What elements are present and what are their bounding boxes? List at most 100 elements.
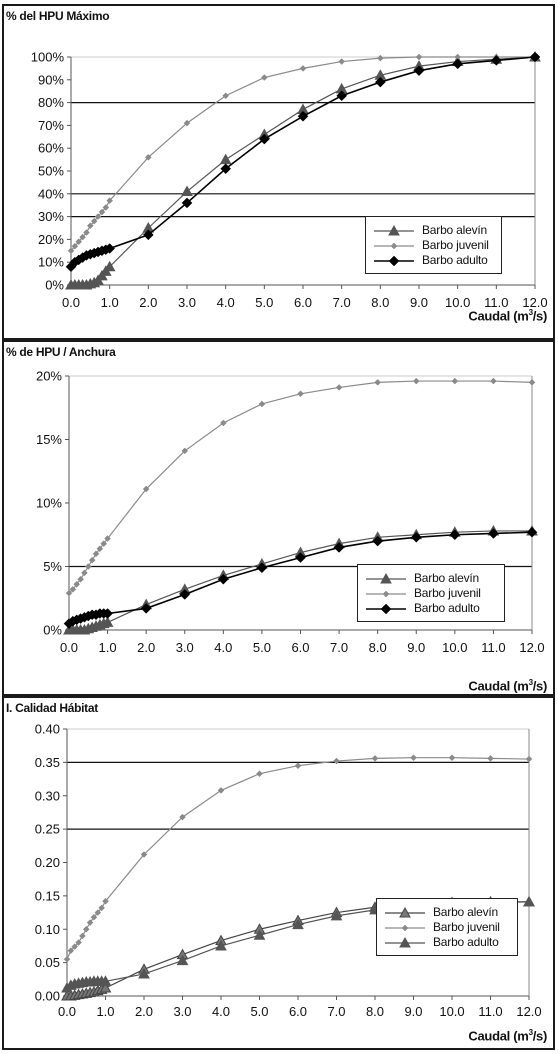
legend: Barbo alevín Barbo juvenil Barbo adulto — [365, 216, 502, 274]
data-point — [92, 550, 100, 558]
x-tick-label: 11.0 — [484, 295, 508, 310]
plot-area-svg: 0% 5% 10% 15% 20% 0.0 1.0 2.0 3.0 4.0 5.0 6.0 7.0 8.0… — [36, 369, 545, 656]
data-point — [67, 947, 75, 954]
series-2 — [63, 526, 538, 630]
data-point — [75, 238, 83, 246]
y-tick-label: 50% — [38, 164, 64, 179]
data-point — [256, 562, 268, 574]
y-tick-label: 20% — [38, 232, 64, 247]
legend-item: Barbo alevín — [377, 905, 517, 920]
x-tick-label: 6.0 — [291, 640, 309, 655]
data-point — [183, 119, 191, 127]
x-tick-label: 10.0 — [439, 1004, 464, 1019]
x-tick-label: 8.0 — [366, 1004, 384, 1019]
x-tick-label: 1.0 — [96, 1004, 114, 1019]
legend-swatch — [385, 936, 425, 948]
legend-label: Barbo juvenil — [422, 238, 489, 252]
data-point — [219, 419, 227, 427]
data-point — [99, 981, 112, 993]
legend-marker — [401, 924, 409, 932]
y-tick-label: 0% — [45, 278, 64, 293]
x-tick-label: 4.0 — [214, 640, 232, 655]
legend-item: Barbo juvenil — [366, 238, 501, 253]
legend-label: Barbo adulto — [414, 601, 480, 615]
data-point — [371, 755, 379, 762]
data-point — [102, 608, 113, 619]
legend-swatch — [366, 603, 406, 615]
x-tick-label: 6.0 — [289, 1004, 307, 1019]
legend-item: Barbo juvenil — [377, 920, 517, 935]
x-axis-label: Caudal (m3/s) — [468, 308, 547, 324]
series-1 — [67, 53, 539, 255]
data-point — [90, 217, 98, 225]
chart-title: % del HPU Máximo — [6, 9, 110, 23]
x-tick-label: 4.0 — [217, 295, 235, 310]
x-tick-label: 1.0 — [99, 640, 117, 655]
chart-title: I. Calidad Hábitat — [6, 701, 98, 715]
data-point — [104, 535, 111, 542]
data-point — [222, 92, 230, 100]
legend-swatch — [374, 224, 414, 236]
data-point — [410, 754, 417, 762]
data-point — [292, 918, 304, 930]
data-point — [73, 580, 81, 588]
x-tick-label: 7.0 — [330, 640, 348, 655]
data-point — [525, 755, 533, 763]
legend-marker — [399, 936, 411, 948]
y-tick-label: 20% — [36, 369, 62, 384]
x-tick-label: 4.0 — [212, 1004, 230, 1019]
data-point — [79, 932, 86, 940]
data-point — [103, 260, 116, 272]
data-point — [94, 909, 102, 916]
data-point — [220, 163, 232, 175]
y-tick-label: 0.15 — [35, 888, 60, 903]
legend-swatch — [366, 590, 406, 598]
legend-label: Barbo juvenil — [414, 586, 481, 600]
data-point — [333, 542, 345, 553]
y-tick-label: 0.10 — [35, 922, 60, 937]
data-point — [138, 967, 150, 979]
y-tick-label: 5% — [43, 559, 62, 574]
x-tick-label: 11.0 — [478, 1004, 502, 1019]
data-point — [256, 770, 263, 778]
x-tick-label: 2.0 — [135, 1004, 153, 1019]
y-tick-label: 40% — [38, 186, 64, 201]
data-point — [179, 813, 186, 821]
series-1 — [65, 377, 536, 597]
data-point — [526, 526, 538, 538]
x-tick-label: 9.0 — [410, 295, 428, 310]
data-point — [90, 913, 98, 921]
legend-marker — [380, 603, 392, 615]
y-tick-label: 80% — [38, 95, 64, 110]
data-point — [140, 851, 148, 858]
y-tick-label: 60% — [38, 141, 64, 156]
legend-label: Barbo alevín — [433, 905, 498, 919]
data-point — [217, 573, 229, 585]
x-tick-label: 12.0 — [522, 295, 547, 310]
series-1 — [63, 754, 533, 963]
data-point — [96, 545, 104, 553]
legend-marker — [388, 255, 400, 267]
data-point — [142, 485, 150, 493]
data-point — [253, 929, 266, 940]
data-point — [86, 222, 94, 230]
data-point — [86, 919, 94, 926]
x-tick-label: 12.0 — [516, 1004, 541, 1019]
y-tick-label: 0.35 — [35, 755, 60, 770]
legend: Barbo alevín Barbo juvenil Barbo adulto — [357, 564, 505, 622]
data-point — [490, 55, 502, 66]
x-tick-label: 5.0 — [255, 295, 273, 310]
data-point — [258, 400, 266, 408]
data-point — [181, 447, 189, 455]
x-tick-label: 10.0 — [442, 640, 467, 655]
series-line — [70, 56, 535, 252]
data-point — [140, 603, 152, 614]
legend-swatch — [385, 924, 425, 932]
legend: Barbo alevín Barbo juvenil Barbo adulto — [376, 898, 518, 956]
data-point — [98, 904, 106, 912]
x-tick-label: 8.0 — [371, 295, 389, 310]
data-point — [487, 755, 494, 762]
data-point — [71, 943, 79, 950]
chart-panel-hpu-maximo: % del HPU Máximo 0% 10% 20% 30% 40% 50% 60% 70%… — [2, 4, 555, 340]
